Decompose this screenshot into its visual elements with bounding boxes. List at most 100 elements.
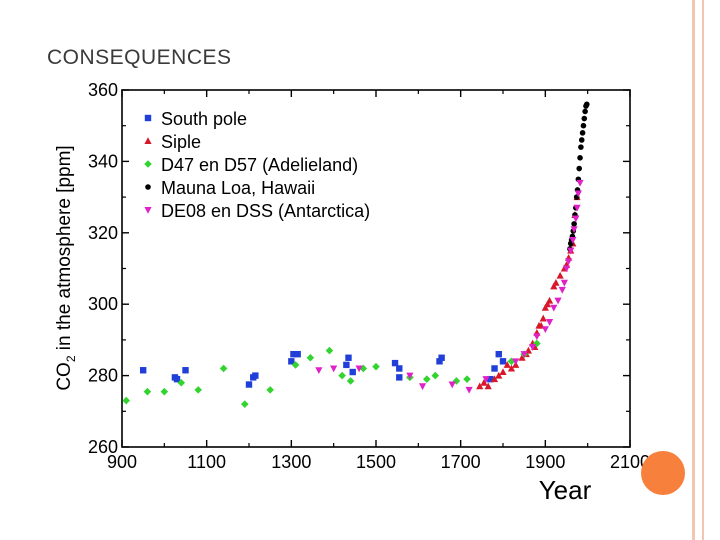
data-point (581, 115, 588, 122)
data-point (240, 400, 249, 408)
data-point (452, 377, 461, 385)
data-point (194, 386, 202, 394)
data-point (573, 204, 581, 212)
data-point (346, 377, 355, 385)
data-point (139, 367, 147, 374)
data-point (423, 375, 431, 383)
data-point (580, 122, 587, 129)
data-point (349, 368, 356, 376)
data-point (582, 108, 588, 115)
data-point (529, 344, 537, 351)
data-point (177, 378, 186, 387)
data-point (572, 215, 580, 223)
data-point (550, 282, 558, 290)
data-point (533, 333, 541, 341)
x-tick-label: 1500 (356, 452, 396, 472)
legend-marker (144, 160, 152, 168)
data-point (556, 271, 564, 279)
data-point (182, 367, 189, 374)
data-point (545, 319, 554, 326)
legend-label: DE08 en DSS (Antarctica) (161, 201, 370, 221)
x-axis-label: Year (539, 475, 592, 505)
data-point (584, 101, 590, 108)
data-point (306, 353, 315, 362)
legend: South pole Siple D47 en D57 (Adelieland) Ma… (144, 109, 370, 221)
data-point (480, 378, 488, 386)
data-points (122, 101, 590, 408)
x-tick-label: 1900 (525, 452, 565, 472)
data-point (578, 137, 585, 143)
data-point (463, 375, 471, 383)
y-axis-label: CO2 in the atmosphere [ppm] (54, 145, 78, 390)
x-tick-label: 1700 (441, 452, 481, 472)
data-point (482, 376, 490, 383)
data-point (345, 354, 352, 361)
data-point (570, 226, 578, 234)
data-point (487, 375, 494, 383)
data-point (491, 365, 498, 372)
data-point (560, 279, 568, 287)
axis-ticks: 900 1100 1300 1500 1700 1900 2100 260 280 300 320 3… (88, 80, 650, 472)
data-point (541, 303, 549, 311)
data-point (431, 371, 440, 380)
data-point (541, 326, 549, 333)
data-point (577, 155, 583, 161)
data-point (291, 361, 300, 369)
data-point (219, 364, 228, 373)
data-point (579, 130, 586, 136)
legend-marker (144, 207, 152, 214)
data-point (495, 371, 503, 379)
legend-label: D47 en D57 (Adelieland) (161, 155, 358, 175)
data-point (571, 221, 577, 227)
data-point (552, 278, 560, 286)
legend-marker (145, 184, 151, 190)
data-point (122, 396, 131, 405)
x-tick-label: 2100 (610, 452, 650, 472)
orange-circle-decoration (641, 451, 685, 495)
data-point (294, 350, 301, 358)
data-point (495, 350, 502, 358)
data-point (315, 367, 323, 375)
data-point (391, 359, 399, 367)
data-point (448, 381, 456, 389)
data-point (252, 372, 259, 379)
x-tick-label: 1300 (271, 452, 311, 472)
x-tick-label: 900 (107, 452, 137, 472)
data-point (539, 314, 547, 322)
data-point (576, 165, 582, 172)
data-point (565, 258, 573, 266)
legend-marker (144, 114, 152, 122)
data-point (266, 386, 274, 394)
data-point (545, 296, 554, 304)
data-point (476, 382, 484, 390)
y-tick-label: 360 (88, 80, 118, 100)
data-point (554, 297, 562, 305)
data-point (543, 300, 552, 308)
data-point (396, 374, 403, 381)
data-point (465, 386, 473, 394)
data-point (569, 236, 577, 244)
legend-label: Siple (161, 132, 201, 152)
data-point (355, 365, 363, 373)
legend-marker (144, 137, 152, 144)
y-tick-label: 300 (88, 294, 118, 314)
data-point (406, 372, 414, 380)
data-point (574, 190, 582, 198)
data-point (418, 383, 427, 391)
data-point (518, 353, 526, 361)
legend-label: South pole (161, 109, 247, 129)
plot-frame (121, 89, 631, 448)
data-point (343, 361, 350, 369)
data-point (160, 387, 169, 396)
data-point (499, 368, 507, 376)
data-point (490, 375, 499, 383)
y-tick-label: 320 (88, 223, 118, 243)
x-tick-label: 1100 (187, 452, 226, 472)
data-point (562, 265, 571, 273)
data-point (503, 361, 511, 368)
data-point (396, 365, 403, 372)
data-point (567, 247, 575, 255)
data-point (173, 375, 181, 383)
data-point (245, 381, 253, 388)
